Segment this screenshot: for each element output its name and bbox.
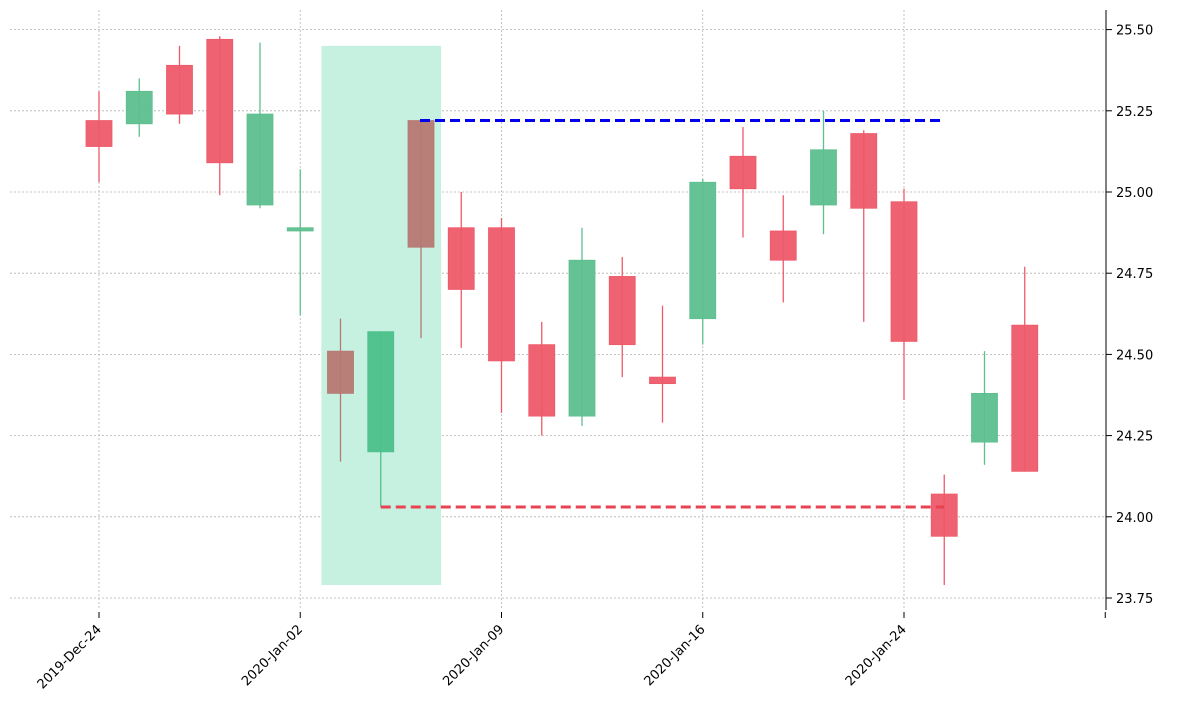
y-tick-label: 25.50 xyxy=(1116,24,1153,39)
candle-body xyxy=(367,331,395,453)
candle-body xyxy=(930,493,958,537)
reference-lines-layer xyxy=(380,119,945,509)
candle-body xyxy=(810,149,837,206)
candles-layer xyxy=(85,36,1039,586)
y-tick-label: 24.50 xyxy=(1116,348,1153,363)
x-tick-label: 2019-Dec-24 xyxy=(35,622,105,692)
candle-body xyxy=(729,155,757,190)
x-tick-label: 2020-Jan-09 xyxy=(440,622,507,689)
candle-body xyxy=(649,376,676,385)
y-tick-label: 24.00 xyxy=(1116,511,1153,526)
candle-body xyxy=(689,181,717,320)
candle-body xyxy=(85,120,113,147)
candle-body xyxy=(327,350,354,394)
candle-body xyxy=(125,90,153,125)
candle-body xyxy=(850,133,878,209)
candle-body xyxy=(1011,324,1039,472)
x-tick-label: 2020-Jan-02 xyxy=(239,622,306,689)
x-tick-label: 2020-Jan-24 xyxy=(843,622,910,689)
candle-body xyxy=(246,113,274,206)
y-tick-label: 25.00 xyxy=(1116,186,1153,201)
candle-body xyxy=(286,227,314,232)
y-tick-label: 24.25 xyxy=(1116,430,1153,445)
candle-body xyxy=(447,227,475,290)
candle-body xyxy=(407,120,435,248)
candle-body xyxy=(971,392,998,443)
x-tick-label: 2020-Jan-16 xyxy=(642,622,709,689)
y-tick-label: 24.75 xyxy=(1116,267,1153,282)
y-tick-label: 23.75 xyxy=(1116,592,1153,607)
candle-body xyxy=(568,259,596,417)
candle-body xyxy=(608,276,636,346)
y-tick-label: 25.25 xyxy=(1116,105,1153,120)
candle-body xyxy=(769,230,797,261)
candle-body xyxy=(166,64,193,115)
candle-body xyxy=(890,201,918,342)
candle-body xyxy=(488,227,515,362)
candle-body xyxy=(206,38,234,164)
candle-body xyxy=(528,344,556,417)
